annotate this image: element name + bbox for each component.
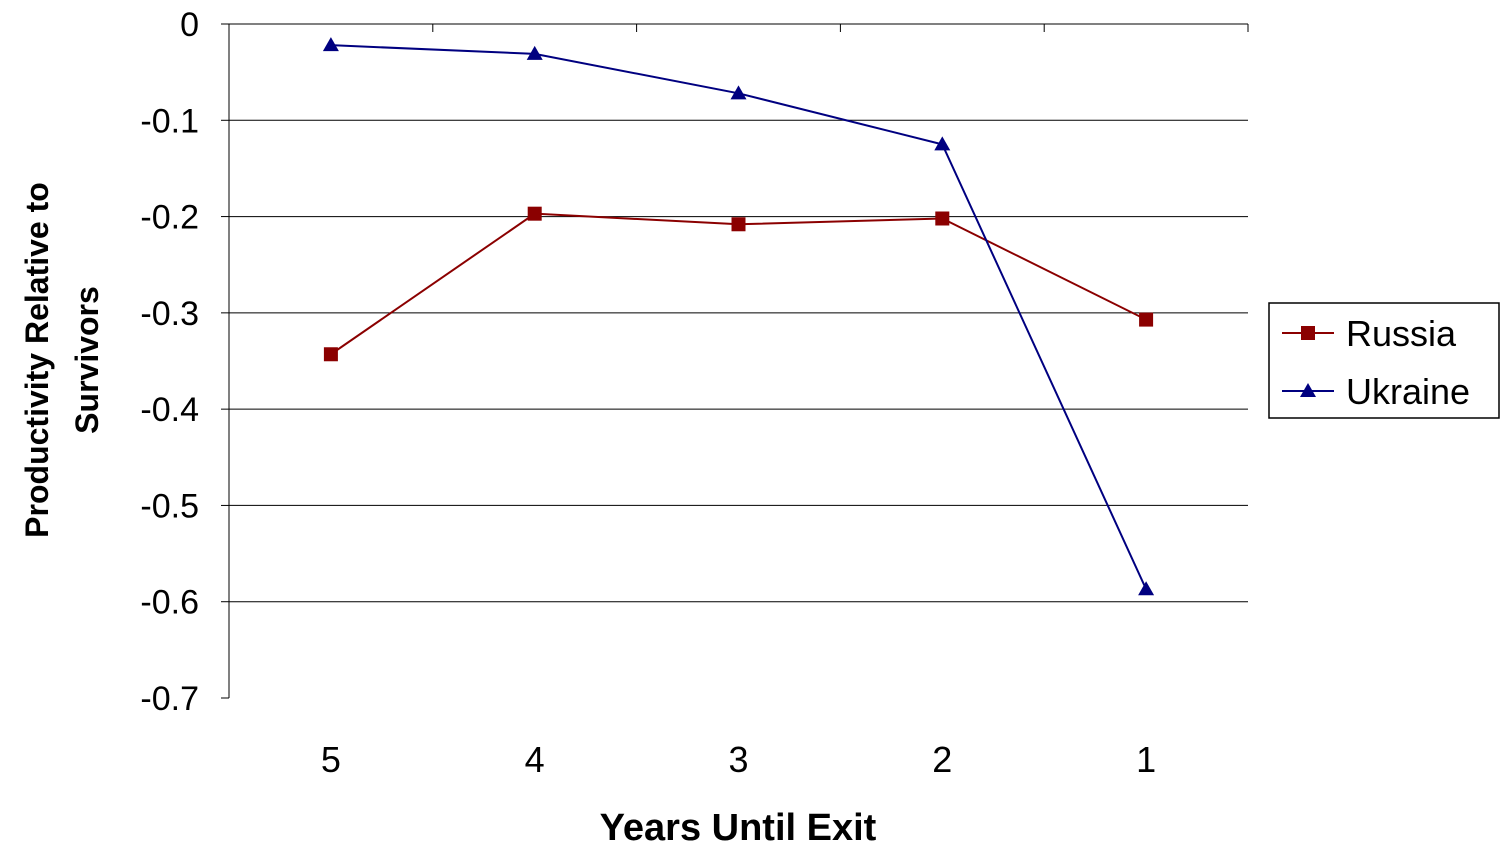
data-point-russia (1139, 312, 1154, 327)
y-tick-label: -0.3 (140, 295, 199, 333)
series-markers (322, 37, 1155, 596)
y-axis-title: Productivity Relative to Survivors (19, 182, 105, 538)
data-point-ukraine (730, 85, 747, 100)
data-point-russia (527, 206, 542, 221)
y-tick-label: -0.6 (140, 584, 199, 622)
legend-label-russia: Russia (1346, 313, 1457, 354)
legend: Russia Ukraine (1268, 302, 1500, 419)
x-tick-label: 2 (932, 739, 952, 780)
y-tick-label: -0.7 (140, 680, 199, 718)
legend-box (1268, 302, 1500, 419)
y-axis-title-line1: Productivity Relative to (19, 182, 55, 538)
gridlines (229, 23, 1248, 603)
legend-marker-ukraine (1300, 383, 1316, 397)
x-tick-label: 5 (321, 739, 341, 780)
y-tick-label: 0 (180, 6, 199, 44)
data-point-ukraine (526, 45, 543, 60)
x-tick-label: 1 (1136, 739, 1156, 780)
axes (221, 23, 1249, 699)
data-point-russia (323, 347, 338, 362)
y-tick-label: -0.1 (140, 102, 199, 140)
data-point-ukraine (322, 37, 339, 52)
x-axis-title: Years Until Exit (600, 807, 877, 849)
legend-marker-russia (1301, 326, 1315, 340)
series-line-russia (330, 212, 1147, 356)
tick-labels: 0 -0.1 -0.2 -0.3 -0.4 -0.5 -0.6 -0.7 5 4 3 2 1 (140, 6, 1156, 780)
data-point-russia (935, 211, 950, 226)
data-point-ukraine (1138, 581, 1155, 596)
x-tick-label: 4 (525, 739, 545, 780)
y-axis-title-line2: Survivors (69, 286, 105, 434)
series-line-ukraine (330, 44, 1148, 590)
legend-label-ukraine: Ukraine (1346, 371, 1470, 412)
x-tick-label: 3 (728, 739, 748, 780)
series-lines (330, 44, 1148, 590)
data-point-ukraine (934, 136, 951, 151)
data-point-russia (731, 217, 746, 232)
y-tick-label: -0.5 (140, 487, 199, 525)
y-tick-label: -0.2 (140, 199, 199, 237)
y-tick-label: -0.4 (140, 391, 199, 429)
